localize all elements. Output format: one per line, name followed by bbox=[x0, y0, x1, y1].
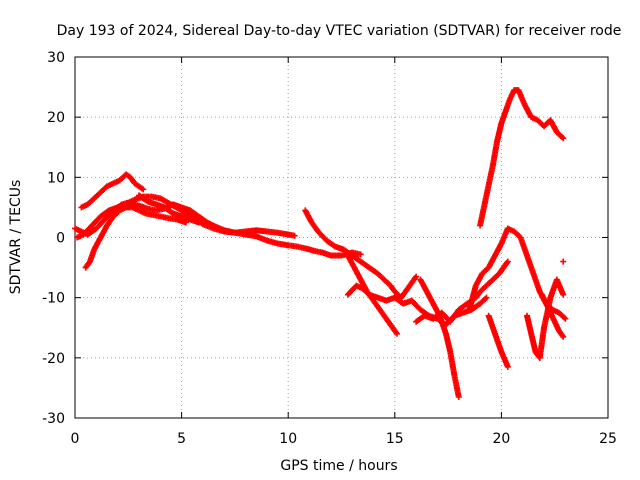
y-tick-label: -20 bbox=[42, 351, 65, 367]
series-track-p bbox=[560, 258, 567, 265]
y-tick-label: -10 bbox=[42, 291, 65, 307]
series-track-j bbox=[413, 258, 511, 325]
data-point bbox=[455, 393, 462, 400]
series-track-m bbox=[485, 312, 511, 370]
data-point bbox=[560, 291, 567, 298]
data-point bbox=[560, 258, 567, 265]
series-track-n bbox=[523, 276, 567, 361]
axis-ticks: 0 5 10 15 20 25 -30 -20 -10 0 10 20 30 bbox=[42, 50, 617, 447]
y-axis-label: SDTVAR / TECUs bbox=[8, 180, 24, 295]
data-point bbox=[195, 219, 202, 226]
x-axis-label: GPS time / hours bbox=[280, 458, 397, 474]
y-tick-label: -30 bbox=[42, 411, 65, 427]
data-point bbox=[393, 330, 400, 337]
series-track-c bbox=[78, 171, 147, 211]
series-track-f bbox=[302, 207, 420, 301]
x-tick-label: 10 bbox=[279, 431, 297, 447]
data-point bbox=[560, 135, 567, 142]
data-points bbox=[72, 87, 569, 400]
series-track-i bbox=[417, 276, 462, 400]
data-point bbox=[357, 251, 364, 258]
y-tick-label: 30 bbox=[47, 50, 65, 66]
x-tick-label: 20 bbox=[492, 431, 510, 447]
data-point bbox=[504, 258, 511, 265]
y-tick-label: 10 bbox=[47, 170, 65, 186]
x-tick-label: 15 bbox=[386, 431, 404, 447]
data-point bbox=[140, 186, 147, 193]
x-tick-label: 25 bbox=[599, 431, 617, 447]
y-tick-label: 0 bbox=[56, 231, 65, 247]
series-track-l bbox=[477, 87, 567, 229]
data-point bbox=[483, 294, 490, 301]
data-point bbox=[504, 363, 511, 370]
x-tick-label: 5 bbox=[177, 431, 186, 447]
y-tick-label: 20 bbox=[47, 110, 65, 126]
series-track-e bbox=[135, 192, 202, 226]
data-point bbox=[291, 232, 298, 239]
chart-title: Day 193 of 2024, Sidereal Day-to-day VTE… bbox=[57, 23, 622, 39]
series-track-o bbox=[538, 291, 567, 340]
data-point bbox=[560, 333, 567, 340]
data-point bbox=[562, 315, 569, 322]
x-tick-label: 0 bbox=[71, 431, 80, 447]
data-point bbox=[413, 273, 420, 280]
